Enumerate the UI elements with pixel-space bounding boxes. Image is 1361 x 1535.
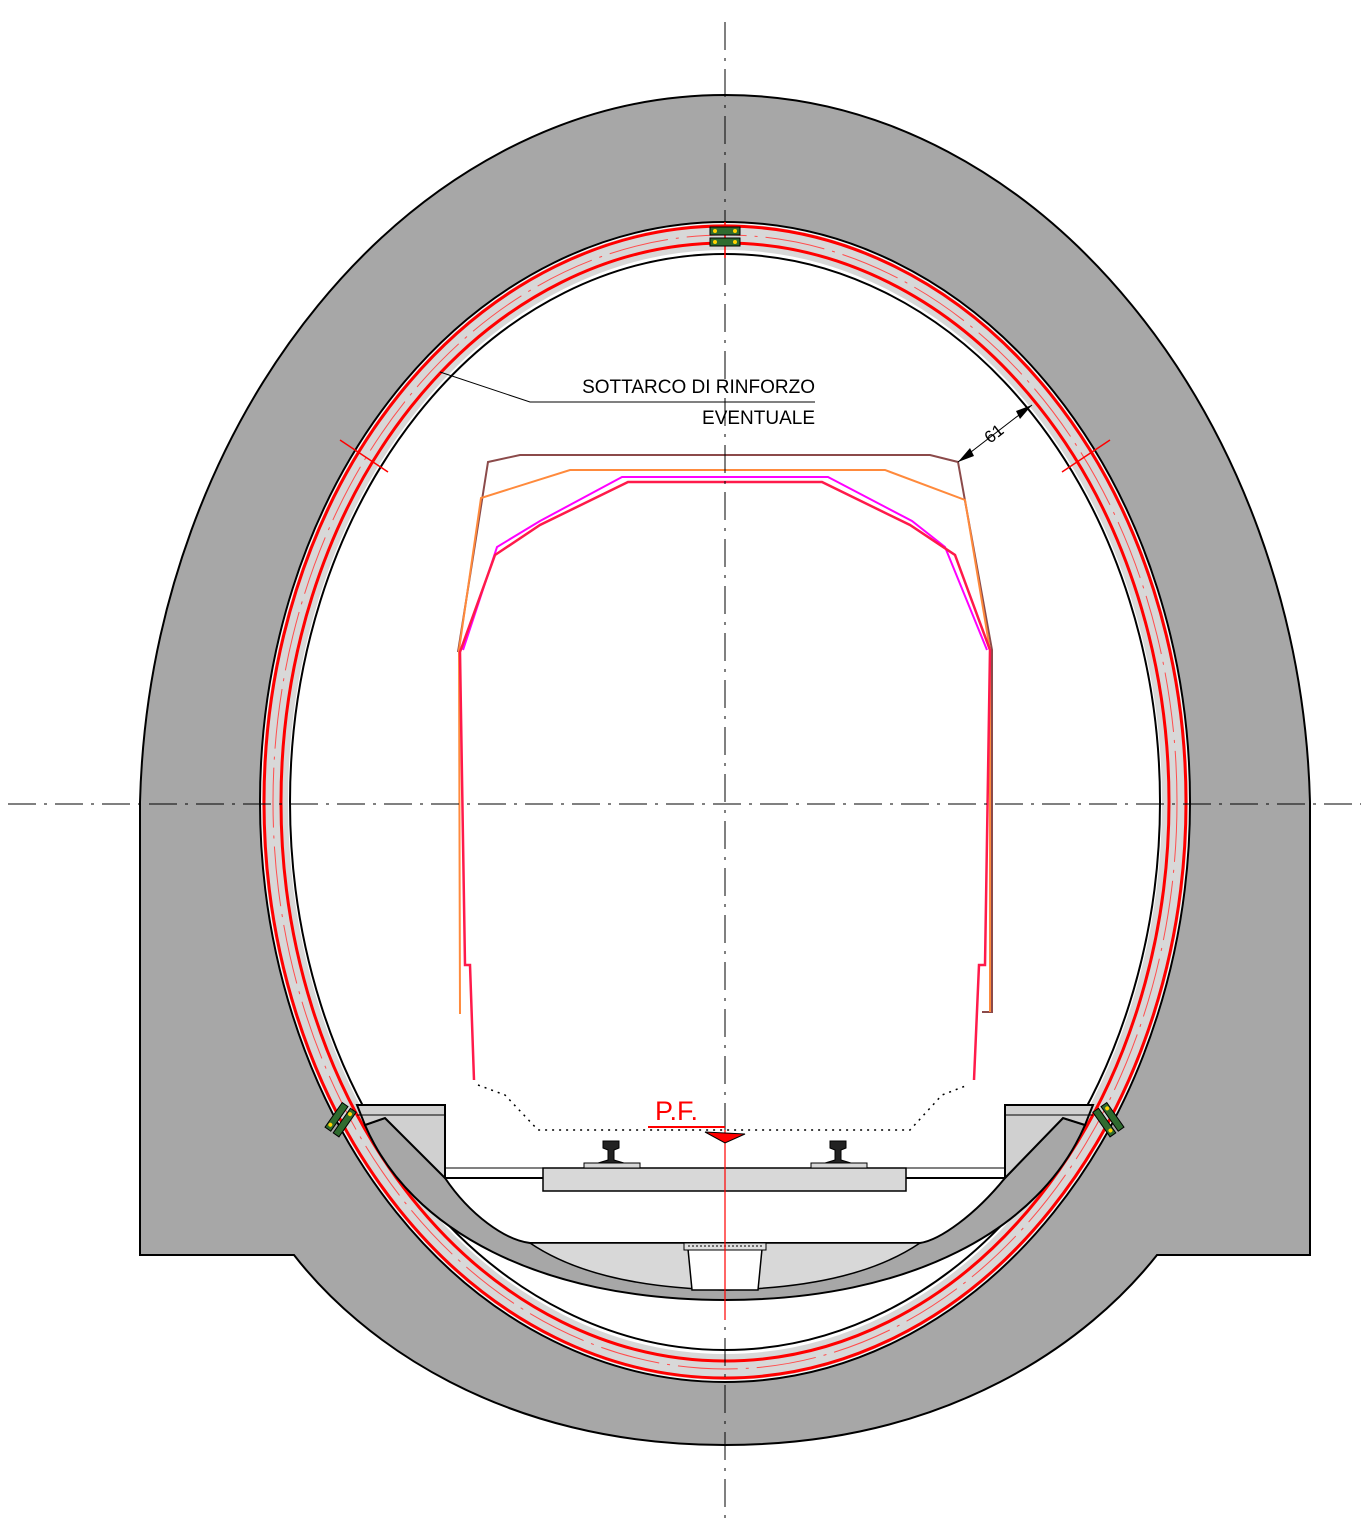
rail-icon — [583, 1140, 641, 1169]
dimension-arrow-end — [1016, 405, 1032, 419]
track-level-label: P.F. — [655, 1096, 698, 1126]
lining-joint-icon — [1092, 1101, 1125, 1138]
track-level-marker — [704, 1131, 746, 1144]
reinforcement-label-line2: EVENTUALE — [702, 408, 815, 429]
gauge-profile-brown — [457, 454, 993, 1013]
gauge-profile-magenta — [462, 476, 988, 651]
left-cut-mark — [339, 439, 389, 473]
rail-icon — [810, 1140, 868, 1169]
gauge-profile-orange — [457, 469, 991, 1015]
left-walkway — [355, 1104, 446, 1181]
lining-joint-icon — [709, 226, 741, 247]
right-cut-mark — [1061, 439, 1111, 473]
reinforcement-label-line1: SOTTARCO DI RINFORZO — [582, 377, 815, 398]
reinforcement-leader — [439, 371, 815, 403]
right-walkway — [1004, 1104, 1095, 1181]
dimension-arrow-start — [958, 448, 974, 462]
lining-joint-icon — [324, 1101, 357, 1138]
